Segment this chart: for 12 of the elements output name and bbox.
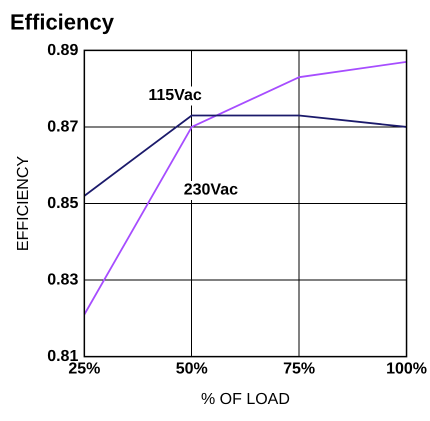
y-tick-label: 0.85: [47, 194, 78, 212]
y-tick-label: 0.87: [47, 118, 78, 136]
y-tick-label: 0.89: [47, 42, 78, 59]
y-tick-label: 0.83: [47, 271, 78, 288]
chart-title: Efficiency: [10, 9, 115, 34]
x-axis-title: % OF LOAD: [200, 390, 290, 408]
x-tick-label: 50%: [176, 360, 208, 378]
series-label: 230Vac: [184, 181, 238, 198]
x-tick-label: 100%: [386, 360, 427, 378]
x-tick-label: 75%: [283, 360, 316, 378]
y-axis-title: EFFICIENCY: [15, 156, 32, 252]
series-label: 115Vac: [148, 86, 202, 104]
